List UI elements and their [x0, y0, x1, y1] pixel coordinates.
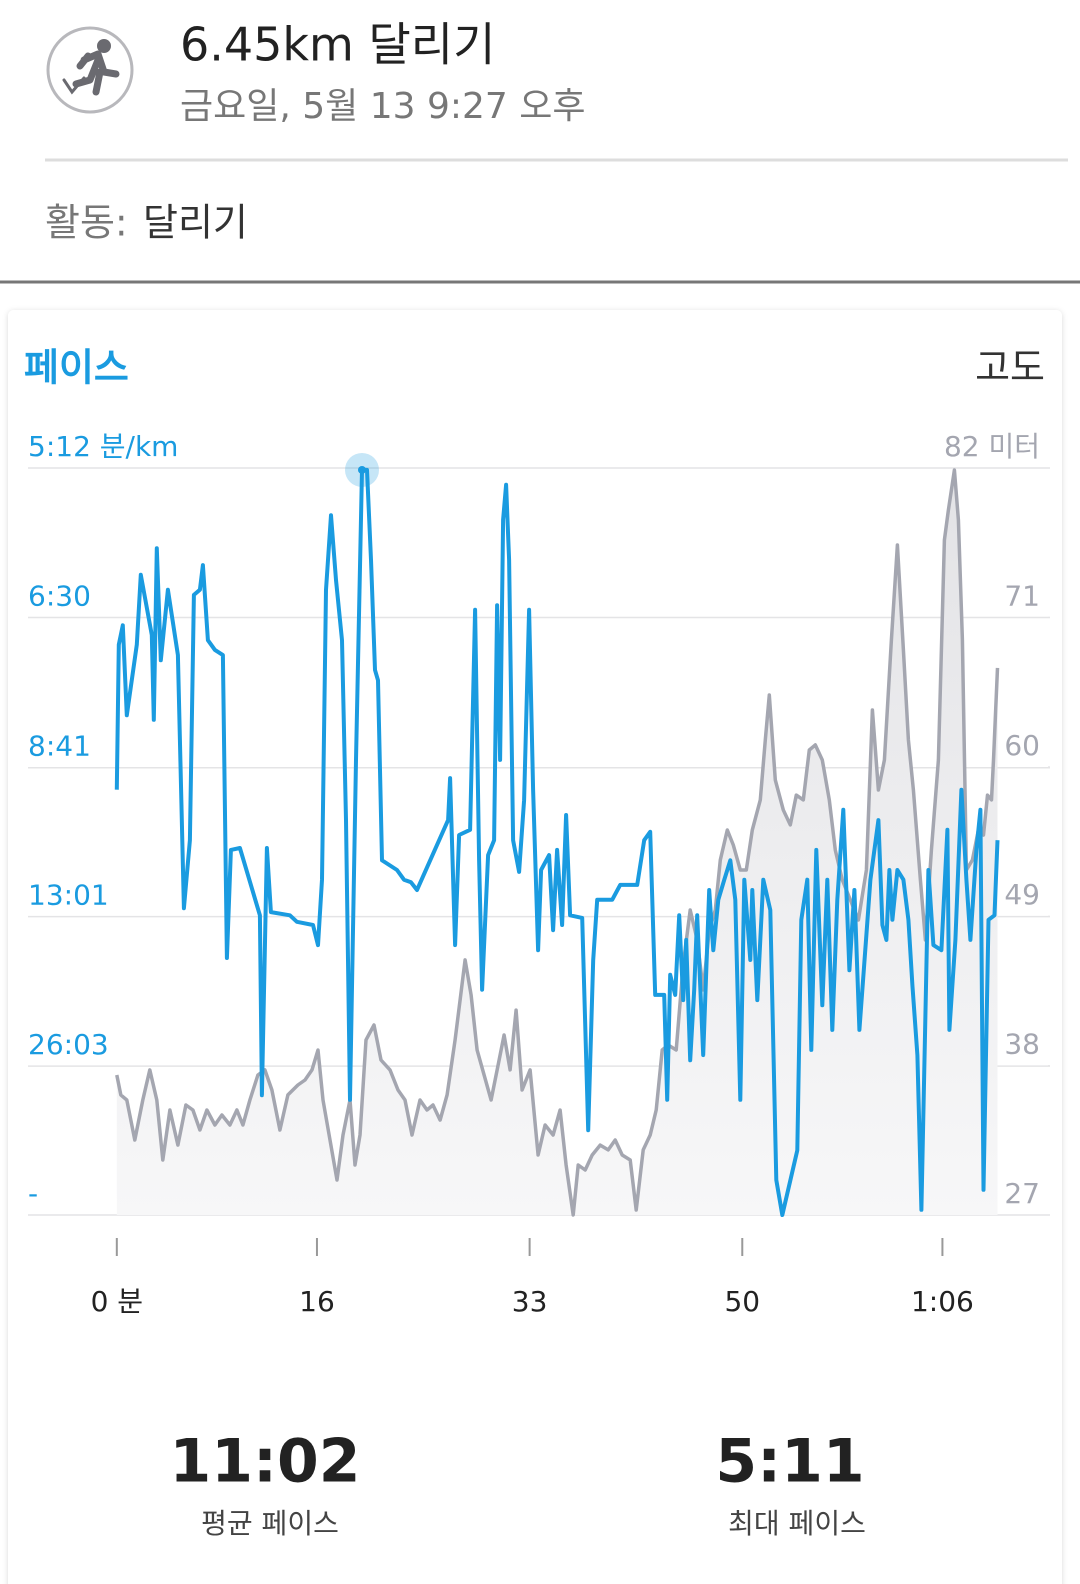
y-tick-label: 8:41: [28, 730, 91, 763]
y2-tick-label: 27: [1004, 1177, 1040, 1210]
title: 6.45km 달리기: [180, 18, 495, 72]
activity-value: 달리기: [143, 201, 248, 245]
y-tick-label: 5:12 분/km: [28, 430, 178, 463]
stat-label: 평균 페이스: [201, 1507, 339, 1540]
activity-label: 활동:: [45, 201, 128, 245]
stat-value: 5:11: [715, 1427, 864, 1497]
stat-label: 최대 페이스: [728, 1507, 866, 1540]
activity-icon: [46, 26, 134, 114]
x-tick-label: 16: [299, 1285, 335, 1318]
chart-card: [8, 310, 1062, 1584]
x-tick-label: 50: [724, 1285, 760, 1318]
pace-line: [114, 467, 1000, 1217]
y-tick-label: 26:03: [28, 1028, 109, 1061]
x-tick-label: 0 분: [91, 1285, 143, 1318]
max-marker-dot: [357, 465, 366, 474]
elevation-line: [115, 468, 1000, 1217]
x-tick-label: 33: [512, 1285, 548, 1318]
elevation-area: [116, 470, 998, 1215]
y2-tick-label: 60: [1004, 729, 1040, 762]
x-tick-label: 1:06: [911, 1285, 974, 1318]
subtitle: 금요일, 5월 13 9:27 오후: [180, 86, 586, 127]
plot: 5:12 분/km 6:30 8:41 13:01 26:03 - 27 38 49 60 71 82…: [28, 430, 1050, 1318]
y2-tick-label: 82 미터: [944, 430, 1040, 463]
pace-title: 페이스: [24, 346, 129, 390]
y-tick-label: -: [28, 1177, 38, 1210]
y2-tick-label: 38: [1004, 1028, 1040, 1061]
elevation-title: 고도: [975, 346, 1045, 390]
stat-value: 11:02: [170, 1427, 361, 1497]
y-tick-label: 6:30: [28, 580, 91, 613]
y2-tick-label: 71: [1004, 579, 1040, 612]
y2-tick-label: 49: [1004, 878, 1040, 911]
y-tick-label: 13:01: [28, 879, 109, 912]
